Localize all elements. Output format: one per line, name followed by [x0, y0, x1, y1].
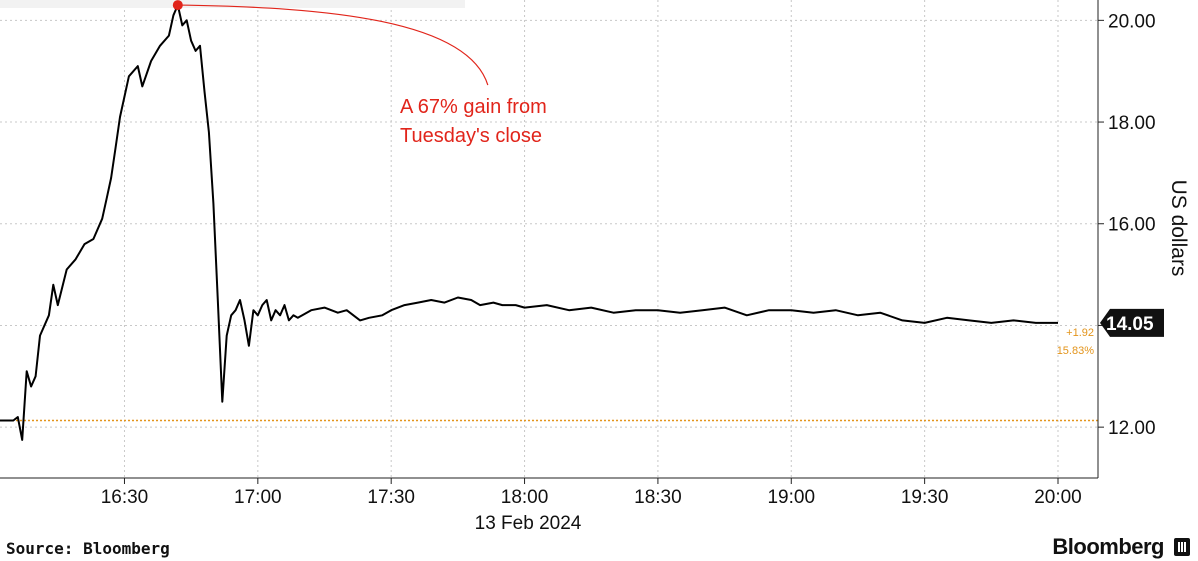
top-strip	[0, 0, 465, 8]
y-tick-label: 18.00	[1108, 113, 1156, 134]
x-tick-label: 18:00	[501, 487, 549, 508]
x-tick-label: 19:00	[767, 487, 815, 508]
annotation-marker	[172, 0, 183, 11]
change-value: +1.92	[1066, 327, 1094, 339]
price-line	[0, 4, 1058, 441]
x-tick-label: 19:30	[901, 487, 949, 508]
x-tick-label: 20:00	[1034, 487, 1082, 508]
annotation-line-2: Tuesday's close	[400, 125, 542, 147]
y-tick-label: 12.00	[1108, 418, 1156, 439]
source-note: Source: Bloomberg	[6, 539, 170, 558]
x-tick-label: 18:30	[634, 487, 682, 508]
y-tick-label: 20.00	[1108, 11, 1156, 32]
x-tick-label: 17:00	[234, 487, 282, 508]
y-tick-label: 16.00	[1108, 215, 1156, 236]
x-axis-date-label: 13 Feb 2024	[475, 513, 582, 534]
annotation-line-1: A 67% gain from	[400, 96, 547, 118]
bloomberg-terminal-icon	[1174, 538, 1190, 556]
x-tick-label: 16:30	[101, 487, 149, 508]
y-axis-title: US dollars	[1167, 180, 1190, 277]
last-value-label: 14.05	[1106, 314, 1154, 335]
bloomberg-logo: Bloomberg	[1052, 534, 1164, 559]
last-value-badge: 14.05	[1100, 308, 1164, 337]
x-tick-label: 17:30	[367, 487, 415, 508]
annotation-connector	[177, 4, 489, 86]
change-percent: 15.83%	[1057, 345, 1095, 357]
